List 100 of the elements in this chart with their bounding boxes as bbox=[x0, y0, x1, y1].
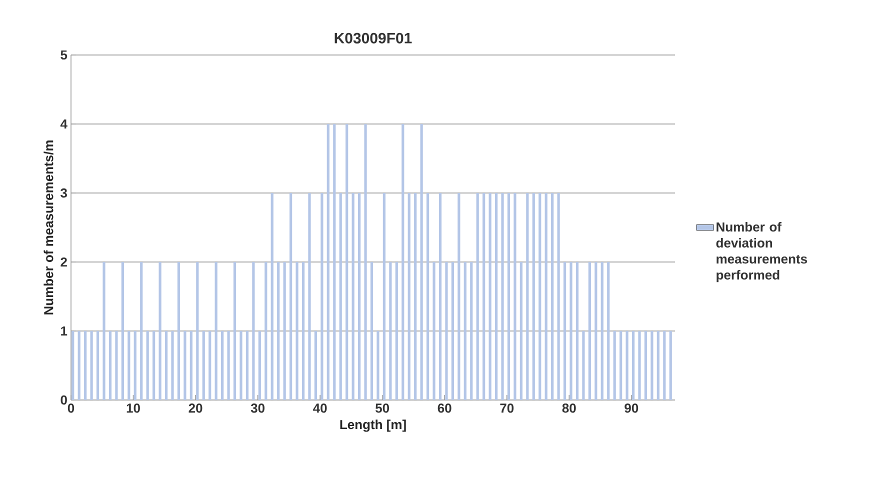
bar bbox=[152, 331, 156, 400]
bar bbox=[402, 124, 404, 400]
bar bbox=[128, 331, 130, 400]
bar bbox=[84, 331, 87, 400]
bar bbox=[576, 262, 579, 400]
bar bbox=[557, 193, 560, 400]
bar bbox=[432, 262, 436, 400]
bar bbox=[171, 331, 174, 400]
bar bbox=[551, 193, 554, 400]
bar bbox=[140, 262, 143, 400]
bar bbox=[451, 262, 454, 400]
bar bbox=[214, 262, 218, 400]
bar bbox=[520, 262, 522, 400]
y-tick-label: 0 bbox=[60, 395, 67, 405]
x-axis-title: Length [m] bbox=[340, 420, 406, 432]
bar bbox=[514, 193, 516, 400]
x-tick-label: 60 bbox=[438, 404, 452, 413]
bar bbox=[283, 262, 286, 400]
bar bbox=[613, 331, 616, 400]
bar bbox=[538, 193, 542, 400]
bar bbox=[414, 193, 417, 400]
x-tick-label: 40 bbox=[313, 404, 327, 413]
bar bbox=[78, 331, 80, 400]
bar bbox=[445, 262, 448, 400]
bar bbox=[501, 193, 504, 400]
bar bbox=[408, 193, 410, 400]
bar bbox=[570, 262, 572, 400]
bar bbox=[507, 193, 510, 400]
x-tick-label: 90 bbox=[624, 404, 638, 413]
bar bbox=[426, 193, 430, 400]
bar bbox=[563, 262, 566, 400]
bar bbox=[594, 262, 598, 400]
bar bbox=[102, 262, 106, 400]
chart-title: K03009F01 bbox=[334, 32, 412, 44]
bar bbox=[632, 331, 635, 400]
bar bbox=[320, 193, 324, 400]
bar bbox=[246, 331, 249, 400]
bar bbox=[526, 193, 529, 400]
y-tick-label: 4 bbox=[60, 120, 68, 128]
bar bbox=[146, 331, 149, 400]
bar bbox=[644, 331, 648, 400]
y-tick-label: 2 bbox=[60, 257, 67, 267]
bar bbox=[326, 124, 330, 400]
bar bbox=[458, 193, 460, 400]
bar bbox=[277, 262, 280, 400]
legend-label: Number of deviation measurements performed bbox=[716, 222, 808, 282]
bar bbox=[650, 331, 654, 400]
x-tick-label: 80 bbox=[562, 404, 576, 413]
bar bbox=[470, 262, 473, 400]
bar bbox=[464, 262, 466, 400]
bar bbox=[314, 331, 318, 400]
bar bbox=[333, 124, 336, 400]
bar bbox=[482, 193, 486, 400]
bar bbox=[532, 193, 535, 400]
bar bbox=[370, 262, 374, 400]
bar bbox=[588, 262, 591, 400]
bar bbox=[476, 193, 479, 400]
bar bbox=[184, 331, 186, 400]
x-tick-label: 20 bbox=[188, 404, 202, 413]
bar bbox=[582, 331, 585, 400]
bar bbox=[663, 331, 666, 400]
x-tick-label: 70 bbox=[500, 404, 514, 413]
y-tick-label: 3 bbox=[60, 188, 67, 198]
bar bbox=[339, 193, 342, 400]
bar bbox=[296, 262, 298, 400]
bar bbox=[395, 262, 398, 400]
bar bbox=[264, 262, 268, 400]
bar bbox=[600, 262, 604, 400]
y-tick-label: 1 bbox=[61, 326, 68, 336]
bar bbox=[208, 331, 212, 400]
x-tick-label: 10 bbox=[126, 404, 140, 413]
bar bbox=[376, 331, 380, 400]
bar bbox=[134, 331, 136, 400]
bar bbox=[346, 124, 348, 400]
bar bbox=[164, 331, 168, 400]
y-tick-label: 5 bbox=[60, 50, 68, 60]
bar bbox=[158, 262, 162, 400]
bar bbox=[389, 262, 392, 400]
bar bbox=[494, 193, 498, 400]
bar bbox=[72, 331, 74, 400]
bar bbox=[488, 193, 492, 400]
bar bbox=[121, 262, 124, 400]
bar bbox=[202, 331, 205, 400]
bar bbox=[656, 331, 660, 400]
bar bbox=[352, 193, 354, 400]
bar bbox=[190, 331, 192, 400]
bar bbox=[115, 331, 118, 400]
bar bbox=[227, 331, 230, 400]
bar bbox=[96, 331, 100, 400]
bar bbox=[177, 262, 180, 400]
bar bbox=[240, 331, 242, 400]
bar bbox=[233, 262, 236, 400]
bar bbox=[108, 331, 112, 400]
bar bbox=[607, 262, 610, 400]
y-axis-title: Number of measurements/m bbox=[44, 140, 54, 314]
bar bbox=[620, 331, 622, 400]
bar bbox=[382, 193, 386, 400]
bar bbox=[626, 331, 628, 400]
bar bbox=[221, 331, 224, 400]
bar bbox=[638, 331, 641, 400]
